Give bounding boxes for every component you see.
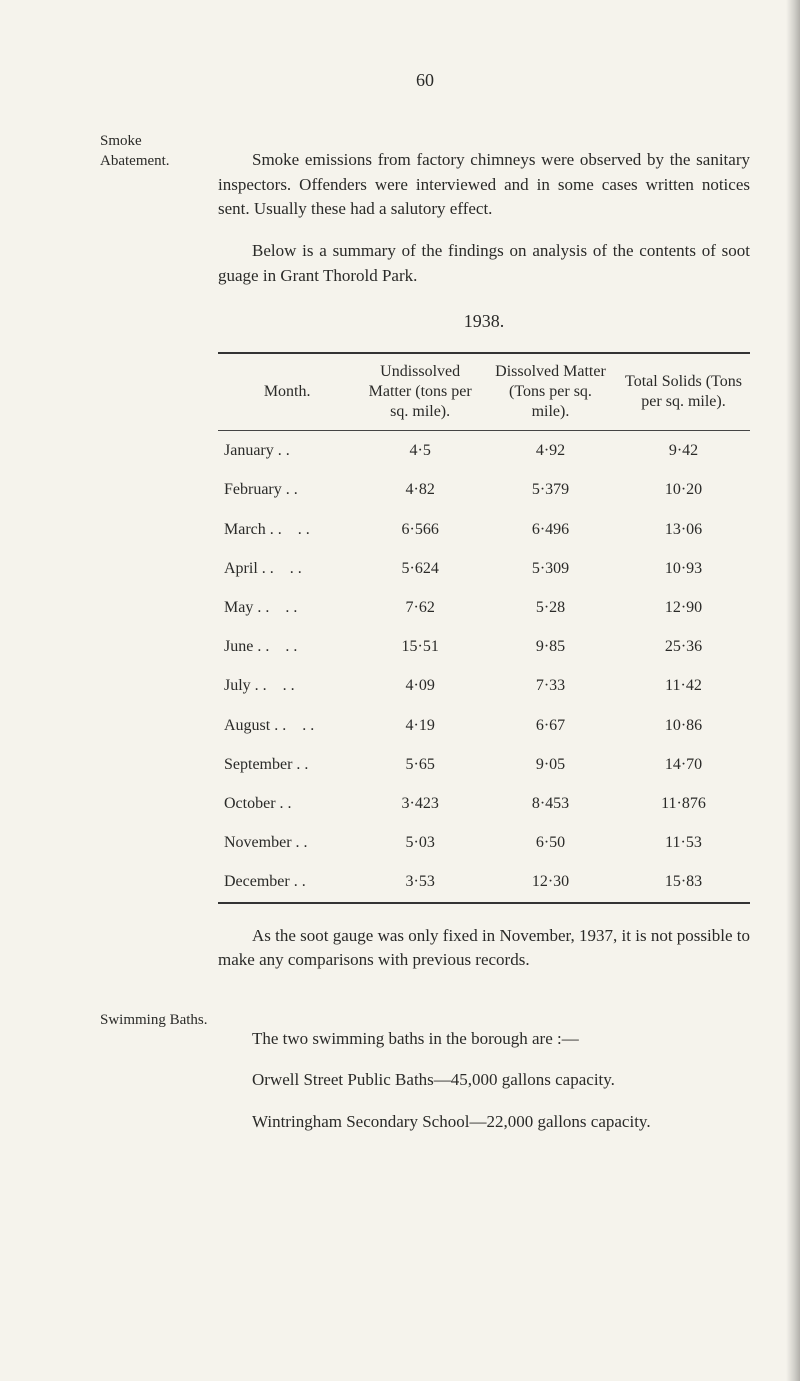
cell-value: 10·93	[617, 549, 750, 588]
table-row: July . . . .4·097·3311·42	[218, 666, 750, 705]
cell-value: 11·53	[617, 823, 750, 862]
table-row: November . .5·036·5011·53	[218, 823, 750, 862]
cell-value: 5·28	[484, 588, 617, 627]
cell-value: 3·423	[356, 784, 484, 823]
cell-value: 14·70	[617, 745, 750, 784]
swimming-line-2: Wintringham Secondary School—22,000 gall…	[218, 1110, 750, 1135]
swimming-body: The two swimming baths in the borough ar…	[218, 1010, 750, 1152]
page-shadow-edge	[786, 0, 800, 1381]
cell-month: August . . . .	[218, 706, 356, 745]
cell-value: 10·20	[617, 470, 750, 509]
swimming-line-1: Orwell Street Public Baths—45,000 gallon…	[218, 1068, 750, 1093]
cell-value: 7·62	[356, 588, 484, 627]
cell-value: 15·51	[356, 627, 484, 666]
table-row: June . . . .15·519·8525·36	[218, 627, 750, 666]
cell-value: 5·379	[484, 470, 617, 509]
margin-label-smoke: Smoke Abatement.	[100, 131, 218, 990]
table-row: February . .4·825·37910·20	[218, 470, 750, 509]
smoke-para-2: Below is a summary of the findings on an…	[218, 239, 750, 288]
cell-value: 4·92	[484, 431, 617, 471]
table-row: October . .3·4238·45311·876	[218, 784, 750, 823]
cell-month: March . . . .	[218, 510, 356, 549]
cell-month: February . .	[218, 470, 356, 509]
cell-value: 4·5	[356, 431, 484, 471]
cell-value: 4·82	[356, 470, 484, 509]
table-row: March . . . .6·5666·49613·06	[218, 510, 750, 549]
cell-value: 5·309	[484, 549, 617, 588]
cell-month: July . . . .	[218, 666, 356, 705]
cell-value: 4·19	[356, 706, 484, 745]
cell-month: September . .	[218, 745, 356, 784]
section-swimming: Swimming Baths. The two swimming baths i…	[100, 1010, 750, 1152]
table-header-row: Month. Undissolved Matter (tons per sq. …	[218, 353, 750, 431]
cell-value: 7·33	[484, 666, 617, 705]
soot-table: Month. Undissolved Matter (tons per sq. …	[218, 352, 750, 903]
cell-value: 12·30	[484, 862, 617, 902]
cell-value: 10·86	[617, 706, 750, 745]
cell-value: 5·624	[356, 549, 484, 588]
document-page: 60 Smoke Abatement. Smoke emissions from…	[0, 0, 800, 1381]
cell-value: 6·566	[356, 510, 484, 549]
cell-month: June . . . .	[218, 627, 356, 666]
th-undissolved: Undissolved Matter (tons per sq. mile).	[356, 353, 484, 431]
table-row: September . .5·659·0514·70	[218, 745, 750, 784]
swimming-para-1: The two swimming baths in the borough ar…	[218, 1027, 750, 1052]
year-heading: 1938.	[218, 308, 750, 334]
smoke-para-1: Smoke emissions from factory chimneys we…	[218, 148, 750, 222]
cell-value: 11·42	[617, 666, 750, 705]
cell-month: May . . . .	[218, 588, 356, 627]
cell-value: 5·65	[356, 745, 484, 784]
cell-month: December . .	[218, 862, 356, 902]
cell-month: October . .	[218, 784, 356, 823]
table-row: December . .3·5312·3015·83	[218, 862, 750, 902]
cell-month: April . . . .	[218, 549, 356, 588]
cell-value: 6·67	[484, 706, 617, 745]
margin-label-swimming: Swimming Baths.	[100, 1010, 218, 1152]
table-row: April . . . .5·6245·30910·93	[218, 549, 750, 588]
cell-value: 9·05	[484, 745, 617, 784]
table-body: January . .4·54·929·42February . .4·825·…	[218, 431, 750, 903]
cell-value: 25·36	[617, 627, 750, 666]
cell-month: November . .	[218, 823, 356, 862]
th-total: Total Solids (Tons per sq. mile).	[617, 353, 750, 431]
cell-value: 5·03	[356, 823, 484, 862]
table-row: August . . . .4·196·6710·86	[218, 706, 750, 745]
after-table-para: As the soot gauge was only fixed in Nove…	[218, 924, 750, 973]
cell-value: 11·876	[617, 784, 750, 823]
page-number: 60	[100, 70, 750, 91]
cell-value: 9·42	[617, 431, 750, 471]
cell-value: 12·90	[617, 588, 750, 627]
cell-value: 6·496	[484, 510, 617, 549]
cell-value: 15·83	[617, 862, 750, 902]
cell-month: January . .	[218, 431, 356, 471]
cell-value: 4·09	[356, 666, 484, 705]
smoke-body: Smoke emissions from factory chimneys we…	[218, 131, 750, 990]
table-row: May . . . .7·625·2812·90	[218, 588, 750, 627]
table-row: January . .4·54·929·42	[218, 431, 750, 471]
th-month: Month.	[218, 353, 356, 431]
cell-value: 6·50	[484, 823, 617, 862]
section-smoke: Smoke Abatement. Smoke emissions from fa…	[100, 131, 750, 990]
cell-value: 9·85	[484, 627, 617, 666]
cell-value: 13·06	[617, 510, 750, 549]
cell-value: 3·53	[356, 862, 484, 902]
cell-value: 8·453	[484, 784, 617, 823]
th-dissolved: Dissolved Matter (Tons per sq. mile).	[484, 353, 617, 431]
